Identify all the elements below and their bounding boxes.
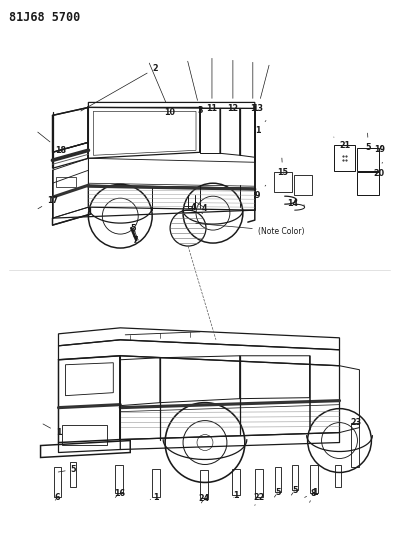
Text: 3: 3 [188,61,203,115]
Text: 19: 19 [374,145,385,154]
Text: 20: 20 [374,162,385,177]
Text: 7: 7 [132,236,138,245]
Bar [334,465,340,487]
Bar [53,467,61,497]
Text: 5: 5 [58,465,76,474]
Text: 5: 5 [275,488,280,497]
Bar [255,470,263,497]
Bar [358,172,379,195]
Bar [200,471,208,498]
Text: 1: 1 [43,424,61,437]
Bar [310,465,318,494]
Text: (Note Color): (Note Color) [196,223,304,236]
Text: 17: 17 [38,196,58,209]
Text: 5: 5 [291,486,297,495]
Bar [232,470,240,495]
Text: 14: 14 [287,199,304,208]
Bar [294,175,312,195]
Text: 13: 13 [252,65,269,113]
Text: 12: 12 [227,60,239,113]
Bar [115,465,123,494]
Text: 10: 10 [149,63,176,117]
Text: 18: 18 [38,132,66,155]
Text: 23: 23 [350,413,361,427]
Text: 81J68 5700: 81J68 5700 [9,11,80,23]
Bar [152,470,160,497]
Text: 6: 6 [55,493,60,502]
Text: 22: 22 [253,493,265,505]
Bar [358,148,379,171]
Bar [63,425,107,445]
Text: 5: 5 [365,133,371,152]
Text: 5: 5 [130,224,136,232]
Text: 2: 2 [81,64,158,111]
Bar [274,172,292,192]
Text: 4: 4 [201,204,207,213]
Bar [352,423,359,467]
Bar [275,467,281,492]
Text: 15: 15 [277,158,288,177]
Text: 1: 1 [233,491,239,500]
Text: 24: 24 [198,494,209,503]
Bar [292,465,298,490]
Text: 4: 4 [190,203,203,214]
Text: 1: 1 [304,488,317,497]
Bar [71,463,77,487]
Text: 16: 16 [114,489,125,498]
Bar [57,177,77,187]
Bar [334,146,356,171]
Text: 1: 1 [255,120,266,135]
Text: 9: 9 [255,185,266,200]
Text: 1: 1 [150,493,159,502]
Text: 11: 11 [206,58,217,113]
Text: 8: 8 [310,489,316,503]
Text: 1: 1 [250,62,256,113]
Text: 21: 21 [334,137,350,150]
